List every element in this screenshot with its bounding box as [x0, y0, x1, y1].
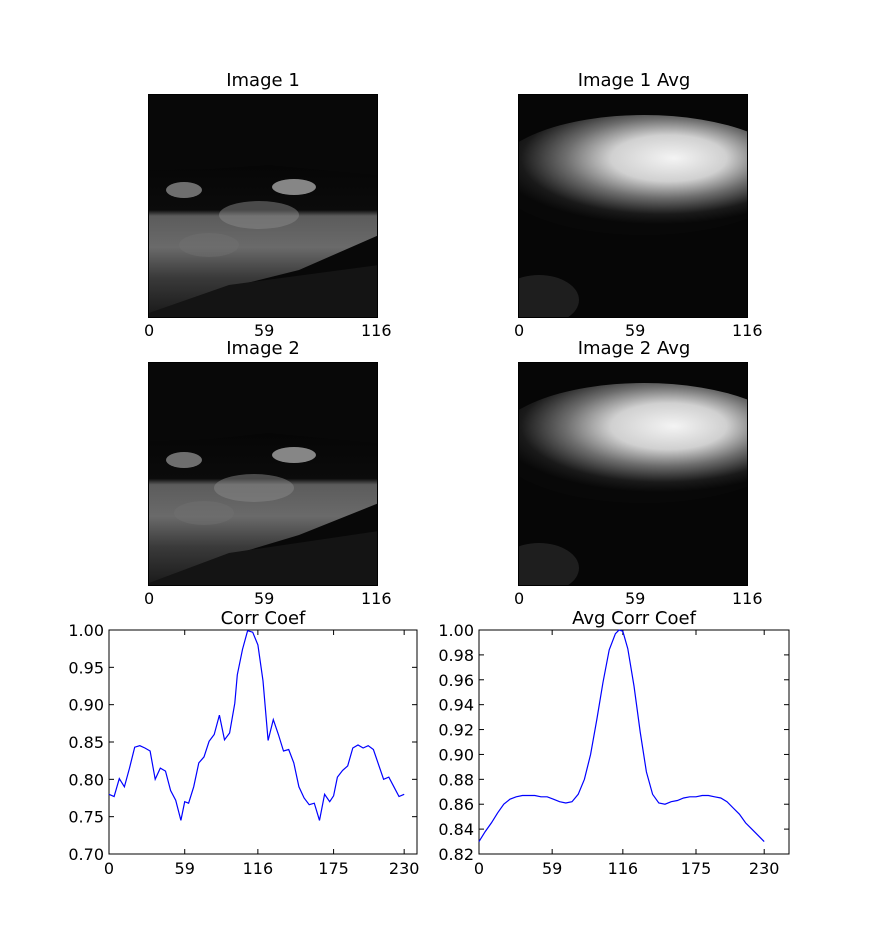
chart2-ytick-label: 0.92	[438, 721, 474, 740]
chart2-ytick-label: 0.88	[438, 770, 474, 789]
chart1-series-line	[108, 629, 405, 821]
image2-xtick: 59	[254, 589, 275, 608]
image1-panel	[148, 94, 378, 318]
image2-avg-xtick: 59	[625, 589, 646, 608]
chart2-ytick-label: 0.84	[438, 820, 474, 839]
chart2-xtick-label: 0	[474, 859, 484, 878]
chart2-frame	[478, 629, 790, 855]
chart1-title: Corr Coef	[221, 608, 306, 629]
chart2-ytick-label: 0.96	[438, 671, 474, 690]
chart2-ytick-label: 0.86	[438, 795, 474, 814]
chart2-ytick-label: 1.00	[438, 621, 474, 640]
panel-title-image1-avg: Image 1 Avg	[577, 70, 691, 91]
image1-avg-xtick: 116	[732, 321, 763, 340]
chart1-ytick-label: 1.00	[68, 621, 104, 640]
chart2-ytick-label: 0.94	[438, 696, 474, 715]
image2-panel	[148, 362, 378, 586]
image1-avg-xtick: 59	[625, 321, 646, 340]
image1-avg-xtick: 0	[514, 321, 525, 340]
panel-title-image2: Image 2	[226, 338, 300, 359]
image1-avg-panel	[518, 94, 748, 318]
chart1-xtick-label: 116	[243, 859, 274, 878]
image1-xtick: 0	[144, 321, 155, 340]
chart2-xtick-label: 175	[681, 859, 712, 878]
chart1-xtick-label: 175	[318, 859, 349, 878]
chart2-ytick-label: 0.90	[438, 745, 474, 764]
chart2-xtick-label: 59	[542, 859, 562, 878]
chart2-xtick-label: 230	[749, 859, 780, 878]
image1-xtick: 116	[361, 321, 392, 340]
image2-avg-panel	[518, 362, 748, 586]
chart1-ytick-label: 0.70	[68, 845, 104, 864]
chart2-title: Avg Corr Coef	[572, 608, 697, 629]
panel-title-image1: Image 1	[226, 70, 300, 91]
image2-avg-picture	[519, 363, 747, 585]
panel-title-image2-avg: Image 2 Avg	[577, 338, 691, 359]
image2-xtick: 0	[144, 589, 155, 608]
chart1-ytick-label: 0.90	[68, 696, 104, 715]
image2-avg-xtick: 0	[514, 589, 525, 608]
image1-xtick: 59	[254, 321, 275, 340]
chart1-ytick-label: 0.95	[68, 658, 104, 677]
image2-picture	[149, 363, 377, 585]
chart2-series-line	[478, 629, 765, 843]
chart2-xtick-label: 116	[608, 859, 639, 878]
chart1-ytick-label: 0.75	[68, 808, 104, 827]
chart1-xtick-label: 0	[104, 859, 114, 878]
chart1-xtick-label: 59	[175, 859, 195, 878]
chart1-ytick-label: 0.85	[68, 733, 104, 752]
chart2-ytick-label: 0.82	[438, 845, 474, 864]
image2-xtick: 116	[361, 589, 392, 608]
image1-picture	[149, 95, 377, 317]
image2-avg-xtick: 116	[732, 589, 763, 608]
chart1-ytick-label: 0.80	[68, 770, 104, 789]
chart2-ytick-label: 0.98	[438, 646, 474, 665]
chart1-frame	[108, 629, 418, 855]
image1-avg-picture	[519, 95, 747, 317]
chart1-xtick-label: 230	[389, 859, 420, 878]
